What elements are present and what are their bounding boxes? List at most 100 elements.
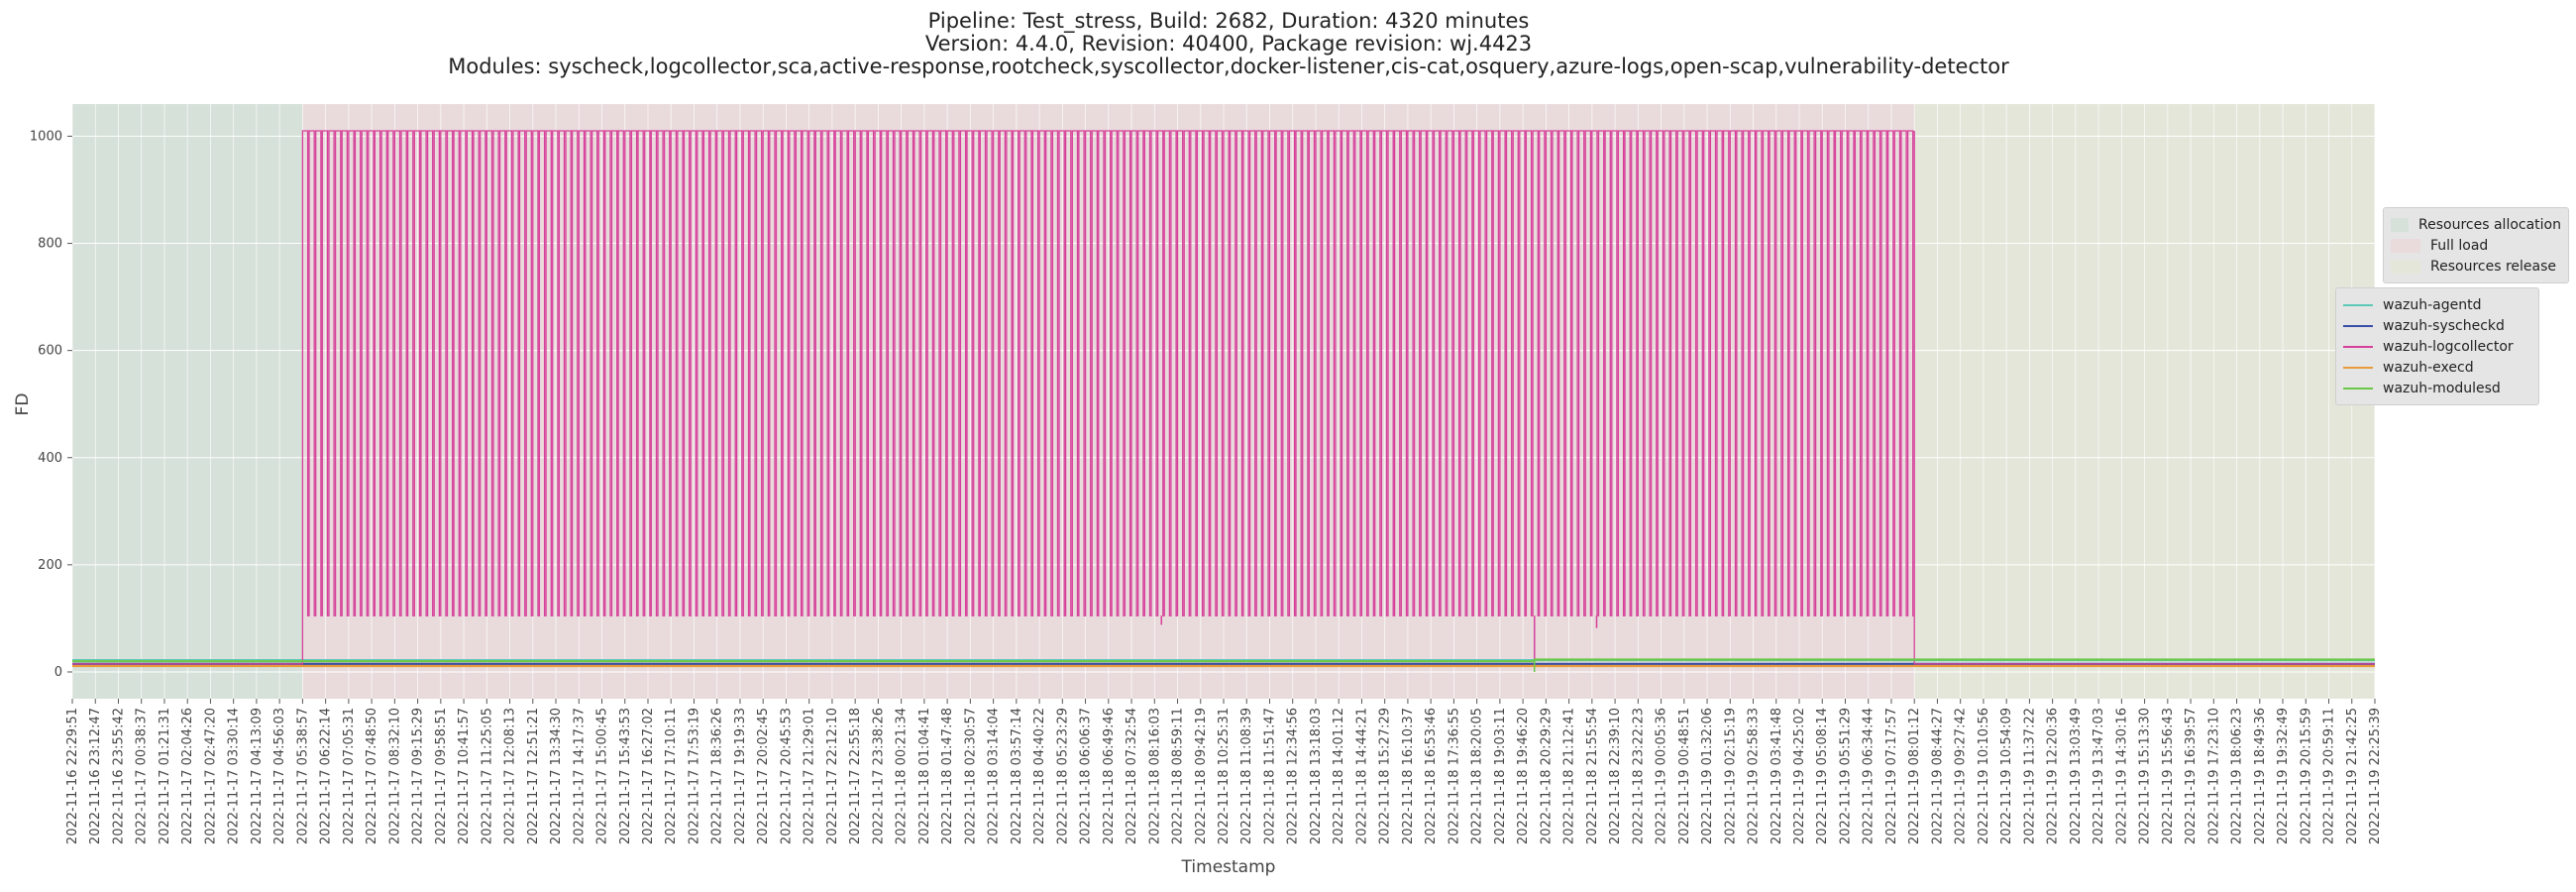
x-tick-label: 2022-11-18 11:51:47 [1262,708,1277,844]
x-tick-label: 2022-11-19 08:01:12 [1907,708,1922,844]
x-tick-label: 2022-11-17 16:27:02 [641,708,656,844]
legend-series-item: wazuh-syscheckd [2343,315,2531,336]
legend-series-item: wazuh-execd [2343,357,2531,378]
legend-phase-item: Resources allocation [2391,214,2561,235]
y-tick-label: 0 [54,665,62,680]
x-axis: 2022-11-16 22:29:51 2022-11-16 23:12:47 20… [65,699,2383,844]
x-tick-label: 2022-11-17 04:56:03 [272,708,287,844]
x-tick-label: 2022-11-18 18:20:05 [1470,708,1485,844]
x-tick-label: 2022-11-18 11:08:39 [1239,708,1254,844]
x-tick-label: 2022-11-17 01:21:31 [158,708,172,844]
legend-line [2343,387,2373,390]
x-tick-label: 2022-11-18 06:06:37 [1079,708,1094,844]
legend-label: Resources release [2430,258,2556,275]
x-tick-label: 2022-11-18 16:53:46 [1424,708,1439,844]
x-tick-label: 2022-11-19 16:39:57 [2184,708,2199,844]
x-tick-label: 2022-11-17 09:58:51 [434,708,449,844]
legend-label: wazuh-execd [2383,359,2474,376]
chart-title: Pipeline: Test_stress, Build: 2682, Dura… [0,10,2457,78]
legend-phase-item: Full load [2391,235,2561,256]
x-tick-label: 2022-11-17 15:43:53 [618,708,633,844]
y-tick-label: 600 [38,344,62,359]
x-tick-label: 2022-11-18 05:23:29 [1055,708,1070,844]
x-tick-label: 2022-11-17 17:53:19 [687,708,701,844]
x-tick-label: 2022-11-17 11:25:05 [480,708,494,844]
phase-legend: Resources allocation Full load Resources r… [2383,207,2569,283]
x-tick-label: 2022-11-17 08:32:10 [387,708,402,844]
x-tick-label: 2022-11-17 02:47:20 [203,708,218,844]
x-tick-label: 2022-11-18 16:10:37 [1401,708,1416,844]
x-tick-label: 2022-11-18 13:18:03 [1309,708,1324,844]
x-tick-label: 2022-11-17 18:36:26 [710,708,725,844]
x-tick-label: 2022-11-17 23:38:26 [871,708,886,844]
x-tick-label: 2022-11-19 09:27:42 [1954,708,1969,844]
legend-series-item: wazuh-agentd [2343,294,2531,315]
legend-swatch [2391,217,2410,232]
x-tick-label: 2022-11-19 10:10:56 [1977,708,1991,844]
x-tick-label: 2022-11-16 23:12:47 [88,708,103,844]
legend-label: wazuh-syscheckd [2383,317,2505,334]
x-tick-label: 2022-11-19 15:13:30 [2138,708,2153,844]
y-axis-label: FD [13,393,33,416]
series-lines [72,130,2375,672]
legend-label: wazuh-modulesd [2383,380,2501,396]
x-tick-label: 2022-11-19 17:23:10 [2206,708,2221,844]
x-tick-label: 2022-11-18 09:42:19 [1194,708,1209,844]
x-tick-label: 2022-11-18 10:25:31 [1217,708,1232,844]
x-tick-label: 2022-11-17 21:29:01 [803,708,817,844]
x-tick-label: 2022-11-18 00:21:34 [895,708,910,844]
x-tick-label: 2022-11-17 14:17:37 [572,708,587,844]
x-tick-label: 2022-11-17 17:10:11 [664,708,679,844]
x-tick-label: 2022-11-17 22:12:10 [825,708,840,844]
legend-label: Resources allocation [2418,216,2561,233]
x-tick-label: 2022-11-19 14:30:16 [2114,708,2129,844]
x-tick-label: 2022-11-17 00:38:37 [135,708,150,844]
x-tick-label: 2022-11-17 05:38:57 [295,708,310,844]
x-tick-label: 2022-11-17 10:41:57 [457,708,472,844]
x-tick-label: 2022-11-17 20:02:45 [756,708,771,844]
legend-label: wazuh-agentd [2383,296,2482,313]
x-tick-label: 2022-11-18 08:16:03 [1147,708,1162,844]
x-tick-label: 2022-11-19 22:25:39 [2368,708,2383,844]
x-tick-label: 2022-11-18 14:44:21 [1354,708,1369,844]
y-axis: 0 200 400 600 800 1000 [30,129,72,680]
legend-swatch [2391,259,2420,274]
x-tick-label: 2022-11-17 04:13:09 [250,708,265,844]
title-line-2: Version: 4.4.0, Revision: 40400, Package… [924,32,1533,56]
x-tick-label: 2022-11-19 18:49:36 [2253,708,2268,844]
x-tick-label: 2022-11-19 01:32:06 [1700,708,1715,844]
x-tick-label: 2022-11-19 15:56:43 [2161,708,2176,844]
x-tick-label: 2022-11-17 09:15:29 [411,708,426,844]
x-tick-label: 2022-11-18 19:46:20 [1516,708,1531,844]
y-tick-label: 1000 [30,129,62,144]
legend-label: Full load [2430,237,2489,254]
x-tick-label: 2022-11-19 02:58:33 [1747,708,1762,844]
x-tick-label: 2022-11-18 17:36:55 [1447,708,1461,844]
series-legend: wazuh-agentd wazuh-syscheckd wazuh-logcoll… [2335,287,2539,405]
x-tick-label: 2022-11-17 12:51:21 [526,708,541,844]
legend-series-item: wazuh-modulesd [2343,378,2531,398]
x-tick-label: 2022-11-19 00:48:51 [1677,708,1692,844]
x-tick-label: 2022-11-17 22:55:18 [848,708,863,844]
x-tick-label: 2022-11-17 07:48:50 [365,708,379,844]
x-tick-label: 2022-11-17 19:19:33 [733,708,748,844]
x-tick-label: 2022-11-17 02:04:26 [180,708,195,844]
legend-line [2343,303,2373,306]
x-tick-label: 2022-11-18 03:57:14 [1010,708,1024,844]
x-tick-label: 2022-11-18 12:34:56 [1286,708,1301,844]
x-tick-label: 2022-11-17 20:45:53 [779,708,794,844]
x-tick-label: 2022-11-19 10:54:09 [1999,708,2014,844]
x-tick-label: 2022-11-18 19:03:11 [1493,708,1508,844]
legend-series-item: wazuh-logcollector [2343,336,2531,357]
title-line-3: Modules: syscheck,logcollector,sca,activ… [448,55,2009,78]
x-tick-label: 2022-11-18 01:47:48 [940,708,955,844]
x-tick-label: 2022-11-19 19:32:49 [2276,708,2291,844]
x-tick-label: 2022-11-19 11:37:22 [2022,708,2037,844]
x-axis-label: Timestamp [1181,857,1276,877]
x-tick-label: 2022-11-17 06:22:14 [319,708,334,844]
legend-swatch [2391,238,2420,253]
x-tick-label: 2022-11-17 15:00:45 [595,708,610,844]
x-tick-label: 2022-11-18 21:55:54 [1585,708,1600,844]
x-tick-label: 2022-11-18 08:59:11 [1171,708,1186,844]
